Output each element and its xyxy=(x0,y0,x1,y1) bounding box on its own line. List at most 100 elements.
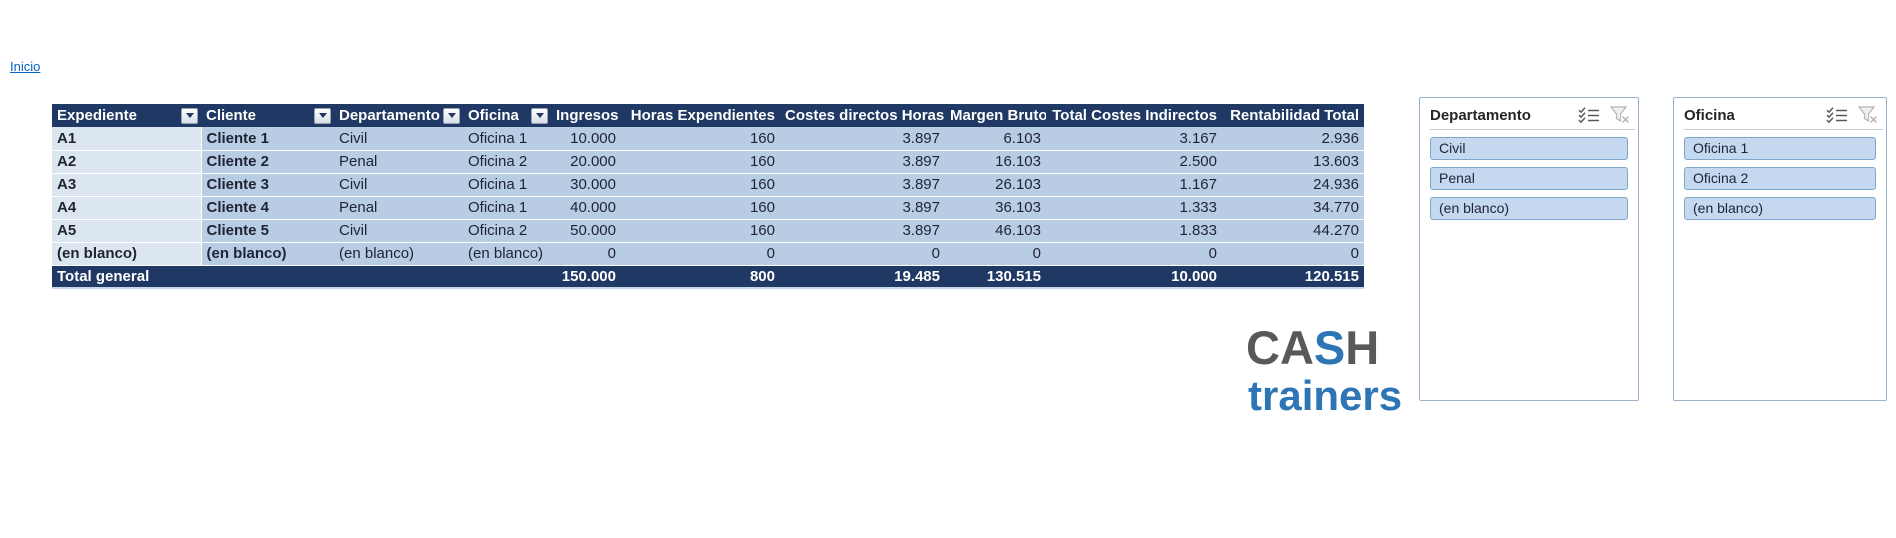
logo-line1: CASH xyxy=(1246,324,1402,371)
cell-costes-indirectos: 1.833 xyxy=(1046,219,1222,243)
column-header-costes-indirectos: Total Costes Indirectos xyxy=(1046,104,1222,127)
cell-costes-directos: 3.897 xyxy=(780,219,945,243)
column-header-expediente: Expediente xyxy=(52,104,201,127)
cell-rentabilidad: 24.936 xyxy=(1222,173,1364,197)
slicer-separator xyxy=(1684,129,1883,130)
slicer-title: Departamento xyxy=(1430,106,1531,124)
logo-line2: trainers xyxy=(1248,372,1403,419)
cell-costes-directos: 3.897 xyxy=(780,196,945,220)
cell-expediente: A1 xyxy=(52,127,202,151)
cell-cliente: Cliente 3 xyxy=(201,173,334,197)
table-row: A3 Cliente 3 Civil Oficina 1 30.000 160 … xyxy=(52,173,1364,197)
slicer-title: Oficina xyxy=(1684,106,1735,124)
total-horas: 800 xyxy=(621,265,780,289)
cell-costes-indirectos: 1.167 xyxy=(1046,173,1222,197)
cell-oficina: Oficina 1 xyxy=(463,173,551,197)
cell-rentabilidad: 13.603 xyxy=(1222,150,1364,174)
cell-horas: 160 xyxy=(621,173,780,197)
total-empty-cell xyxy=(201,265,334,289)
cell-ingresos: 30.000 xyxy=(551,173,621,197)
cell-ingresos: 10.000 xyxy=(551,127,621,151)
cell-oficina: Oficina 1 xyxy=(463,196,551,220)
cell-margen-bruto: 36.103 xyxy=(945,196,1046,220)
cell-costes-indirectos: 0 xyxy=(1046,242,1222,266)
slicer-item-penal[interactable]: Penal xyxy=(1430,167,1628,190)
cell-margen-bruto: 0 xyxy=(945,242,1046,266)
cell-cliente: Cliente 4 xyxy=(201,196,334,220)
slicer-oficina: Oficina Oficina 1 Oficin xyxy=(1673,97,1887,401)
cell-costes-directos: 0 xyxy=(780,242,945,266)
cell-costes-indirectos: 2.500 xyxy=(1046,150,1222,174)
slicer-item-civil[interactable]: Civil xyxy=(1430,137,1628,160)
cell-costes-indirectos: 3.167 xyxy=(1046,127,1222,151)
multi-select-icon[interactable] xyxy=(1826,106,1848,124)
table-row: A4 Cliente 4 Penal Oficina 1 40.000 160 … xyxy=(52,196,1364,220)
cell-cliente: (en blanco) xyxy=(201,242,334,266)
cell-departamento: (en blanco) xyxy=(334,242,463,266)
filter-dropdown-icon[interactable] xyxy=(531,107,548,124)
chevron-down-icon xyxy=(535,113,544,118)
pivot-table: Expediente Cliente Departamento Oficina xyxy=(52,104,1364,289)
cell-costes-directos: 3.897 xyxy=(780,127,945,151)
column-header-ingresos: Ingresos xyxy=(551,104,621,127)
slicer-item-oficina-2[interactable]: Oficina 2 xyxy=(1684,167,1876,190)
cell-oficina: (en blanco) xyxy=(463,242,551,266)
cell-margen-bruto: 26.103 xyxy=(945,173,1046,197)
column-header-label: Departamento xyxy=(339,107,440,124)
cell-oficina: Oficina 2 xyxy=(463,219,551,243)
filter-dropdown-icon[interactable] xyxy=(443,107,460,124)
table-row: A5 Cliente 5 Civil Oficina 2 50.000 160 … xyxy=(52,219,1364,243)
multi-select-icon[interactable] xyxy=(1578,106,1600,124)
cell-oficina: Oficina 2 xyxy=(463,150,551,174)
cash-trainers-logo: CASH trainers xyxy=(1246,324,1402,417)
slicer-departamento: Departamento Civil Penal xyxy=(1419,97,1639,401)
total-empty-cell xyxy=(463,265,551,289)
column-header-cliente: Cliente xyxy=(201,104,334,127)
cell-horas: 160 xyxy=(621,196,780,220)
chevron-down-icon xyxy=(447,113,456,118)
table-row: A2 Cliente 2 Penal Oficina 2 20.000 160 … xyxy=(52,150,1364,174)
cell-horas: 160 xyxy=(621,150,780,174)
cell-departamento: Penal xyxy=(334,150,463,174)
cell-horas: 160 xyxy=(621,219,780,243)
cell-costes-indirectos: 1.333 xyxy=(1046,196,1222,220)
total-label: Total general xyxy=(52,265,201,289)
column-header-label: Expediente xyxy=(57,107,138,124)
clear-filter-icon[interactable] xyxy=(1610,106,1630,124)
logo-text-blue: S xyxy=(1313,321,1346,374)
column-header-costes-directos: Costes directos Horas xyxy=(780,104,945,127)
chevron-down-icon xyxy=(185,113,194,118)
cell-expediente: (en blanco) xyxy=(52,242,202,266)
filter-dropdown-icon[interactable] xyxy=(314,107,331,124)
cell-rentabilidad: 44.270 xyxy=(1222,219,1364,243)
cell-cliente: Cliente 5 xyxy=(201,219,334,243)
slicer-separator xyxy=(1430,129,1635,130)
cell-cliente: Cliente 2 xyxy=(201,150,334,174)
pivot-header-row: Expediente Cliente Departamento Oficina xyxy=(52,104,1364,127)
slicer-item-blanco[interactable]: (en blanco) xyxy=(1684,197,1876,220)
slicer-item-blanco[interactable]: (en blanco) xyxy=(1430,197,1628,220)
cell-departamento: Penal xyxy=(334,196,463,220)
inicio-link[interactable]: Inicio xyxy=(10,59,41,74)
column-header-departamento: Departamento xyxy=(334,104,463,127)
cell-rentabilidad: 34.770 xyxy=(1222,196,1364,220)
logo-text-gray: H xyxy=(1345,321,1380,374)
column-header-horas: Horas Expendientes xyxy=(621,104,780,127)
grand-total-row: Total general 150.000 800 19.485 130.515… xyxy=(52,265,1364,289)
cell-horas: 160 xyxy=(621,127,780,151)
cell-ingresos: 40.000 xyxy=(551,196,621,220)
total-margen-bruto: 130.515 xyxy=(945,265,1046,289)
filter-dropdown-icon[interactable] xyxy=(181,107,198,124)
cell-oficina: Oficina 1 xyxy=(463,127,551,151)
cell-ingresos: 0 xyxy=(551,242,621,266)
cell-departamento: Civil xyxy=(334,127,463,151)
cell-rentabilidad: 0 xyxy=(1222,242,1364,266)
slicer-item-oficina-1[interactable]: Oficina 1 xyxy=(1684,137,1876,160)
clear-filter-icon[interactable] xyxy=(1858,106,1878,124)
column-header-oficina: Oficina xyxy=(463,104,551,127)
cell-expediente: A2 xyxy=(52,150,202,174)
cell-expediente: A3 xyxy=(52,173,202,197)
cell-costes-directos: 3.897 xyxy=(780,173,945,197)
cell-ingresos: 50.000 xyxy=(551,219,621,243)
